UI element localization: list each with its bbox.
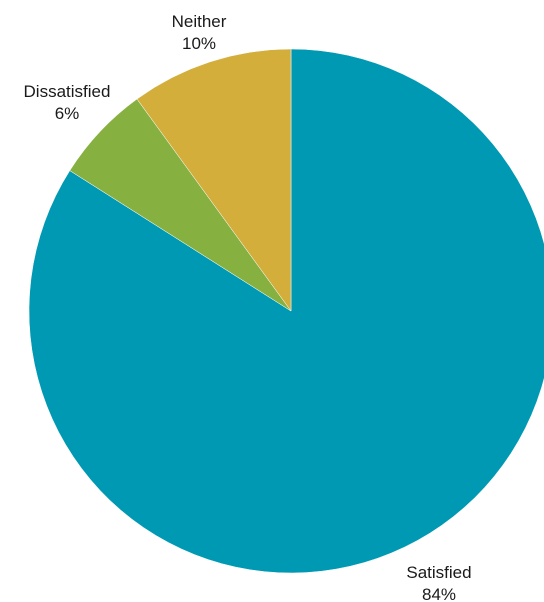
pie-slice-neither xyxy=(136,48,292,312)
slice-label-dissatisfied-name: Dissatisfied xyxy=(24,82,111,101)
slice-label-neither-value: 10% xyxy=(182,34,216,53)
slice-label-neither: Neither 10% xyxy=(172,12,227,53)
slice-label-dissatisfied: Dissatisfied 6% xyxy=(24,82,111,123)
slice-label-satisfied-value: 84% xyxy=(422,585,456,602)
slice-label-satisfied: Satisfied 84% xyxy=(406,563,471,602)
slice-label-dissatisfied-value: 6% xyxy=(55,104,80,123)
pie-slice-satisfied xyxy=(28,48,544,574)
slice-label-neither-name: Neither xyxy=(172,12,227,31)
pie-slices xyxy=(28,48,544,574)
slice-label-satisfied-name: Satisfied xyxy=(406,563,471,582)
